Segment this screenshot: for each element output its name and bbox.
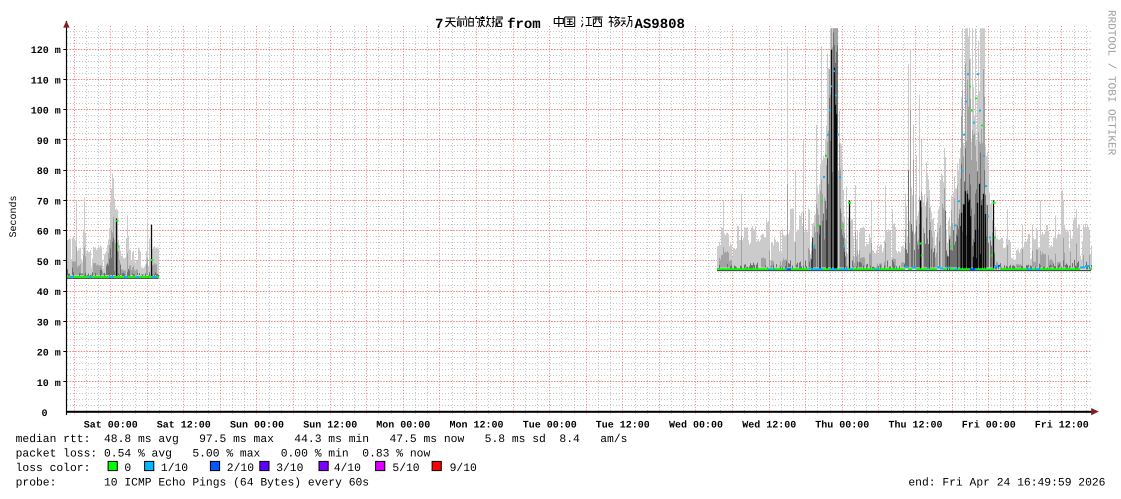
svg-text:Thu 00:00: Thu 00:00 (815, 420, 869, 432)
svg-text:RRDTOOL / TOBI OETIKER: RRDTOOL / TOBI OETIKER (1105, 10, 1117, 156)
svg-text:AS9808: AS9808 (635, 17, 685, 33)
svg-text:3/10: 3/10 (276, 462, 303, 475)
svg-text:loss color:: loss color: (16, 462, 91, 475)
svg-text:50 m: 50 m (37, 258, 61, 269)
svg-text:median rtt: 48.8 ms avg 97.: median rtt: 48.8 ms avg 97.5 ms max 44.3… (16, 433, 628, 446)
svg-text:7: 7 (435, 17, 443, 33)
svg-text:Wed 12:00: Wed 12:00 (742, 420, 796, 432)
svg-text:Sat 00:00: Sat 00:00 (84, 421, 138, 432)
svg-text:0: 0 (124, 463, 131, 475)
svg-text:1/10: 1/10 (161, 462, 188, 475)
svg-text:Fri 00:00: Fri 00:00 (962, 420, 1016, 432)
svg-text:9/10: 9/10 (450, 462, 477, 475)
svg-text:probe: 10 ICMP Echo Ping: probe: 10 ICMP Echo Pings (64 Bytes) eve… (16, 476, 370, 489)
svg-text:Tue 12:00: Tue 12:00 (596, 421, 650, 432)
svg-text:30 m: 30 m (37, 318, 61, 329)
svg-text:Mon 00:00: Mon 00:00 (376, 421, 430, 432)
svg-text:Wed 00:00: Wed 00:00 (669, 420, 723, 432)
svg-text:60 m: 60 m (37, 228, 61, 239)
svg-text:packet loss: 0.54 % avg 5.00: packet loss: 0.54 % avg 5.00 % max 0.00 … (16, 447, 431, 460)
svg-text:40 m: 40 m (37, 288, 61, 299)
svg-text:from: from (507, 17, 541, 33)
svg-text:90 m: 90 m (37, 137, 61, 148)
svg-text:Sat 12:00: Sat 12:00 (157, 421, 211, 432)
svg-text:Tue 00:00: Tue 00:00 (523, 421, 577, 432)
svg-text:4/10: 4/10 (334, 462, 361, 475)
svg-text:Seconds: Seconds (8, 195, 20, 237)
svg-text:2/10: 2/10 (227, 462, 254, 475)
svg-text:70 m: 70 m (37, 197, 61, 208)
svg-text:end: Fri Apr 24 16:49:59 2026: end: Fri Apr 24 16:49:59 2026 (908, 476, 1105, 489)
svg-text:120 m: 120 m (31, 46, 61, 57)
svg-text:80 m: 80 m (37, 167, 61, 178)
svg-text:Sun 12:00: Sun 12:00 (303, 421, 357, 432)
svg-text:Thu 12:00: Thu 12:00 (888, 420, 942, 432)
svg-text:110 m: 110 m (31, 76, 61, 87)
svg-text:Fri 12:00: Fri 12:00 (1035, 420, 1089, 432)
svg-text:10 m: 10 m (37, 379, 61, 390)
svg-text:Sun 00:00: Sun 00:00 (230, 421, 284, 432)
svg-text:5/10: 5/10 (392, 462, 419, 475)
svg-text:100 m: 100 m (31, 107, 61, 118)
svg-text:20 m: 20 m (37, 349, 61, 360)
svg-text:Mon 12:00: Mon 12:00 (449, 421, 503, 432)
svg-text:0: 0 (41, 409, 47, 420)
